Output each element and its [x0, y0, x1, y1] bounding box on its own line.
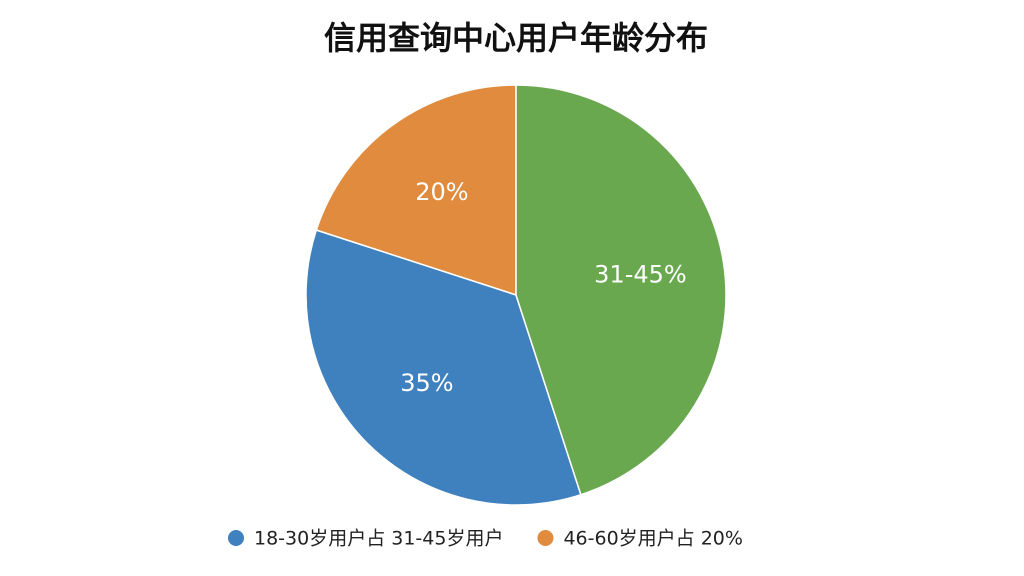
slice-label: 31-45% [594, 260, 687, 288]
legend-marker [537, 530, 554, 546]
pie-slice [315, 84, 517, 297]
pie-slice [305, 229, 582, 506]
pie-slice [515, 84, 727, 496]
slice-label: 20% [415, 178, 468, 206]
legend-label: 46-60岁用户占 20% [563, 528, 742, 550]
slice-label: 35% [400, 369, 453, 397]
chart-title: 信用查询中心用户年龄分布 [324, 19, 708, 57]
legend-marker [228, 530, 244, 546]
legend-label: 18-30岁用户占 31-45岁用户 [254, 528, 503, 550]
